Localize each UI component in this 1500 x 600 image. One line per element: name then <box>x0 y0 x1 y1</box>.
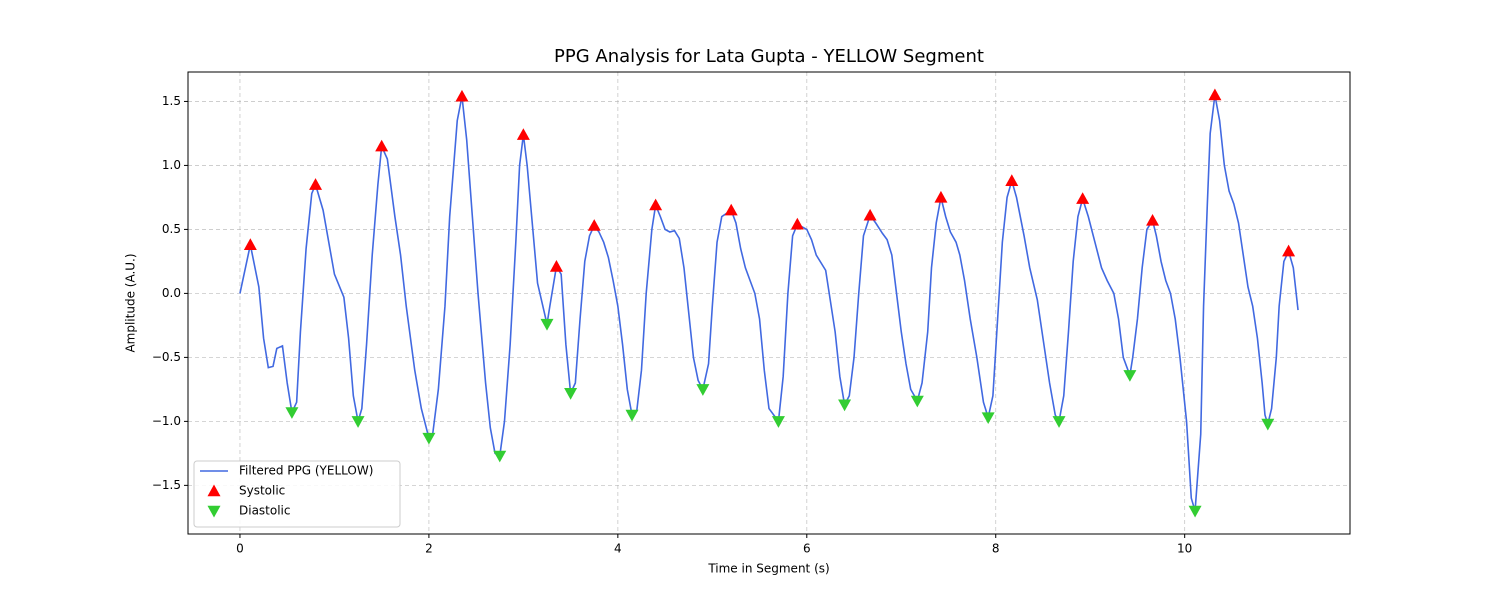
legend-label: Diastolic <box>239 504 291 518</box>
y-tick-label: 1.0 <box>162 158 181 172</box>
diastolic-marker <box>910 395 924 408</box>
y-tick-label: 0.5 <box>162 222 181 236</box>
diastolic-marker <box>838 399 852 412</box>
y-tick-label: −1.0 <box>152 414 181 428</box>
systolic-marker <box>1005 174 1019 186</box>
systolic-marker <box>1076 192 1090 204</box>
plot-frame <box>187 71 1351 535</box>
diastolic-marker <box>1123 370 1137 382</box>
y-tick-label: −1.5 <box>152 478 181 492</box>
legend-swatch <box>207 484 221 497</box>
systolic-marker <box>649 198 663 211</box>
y-tick-label: 1.5 <box>162 94 181 108</box>
systolic-marker <box>790 217 804 230</box>
y-axis-label: Amplitude (A.U.) <box>124 253 138 352</box>
diastolic-marker <box>422 432 436 445</box>
diastolic-marker <box>1188 505 1202 518</box>
legend-swatch <box>207 505 221 518</box>
diastolic-marker <box>696 384 710 396</box>
x-axis-label: Time in Segment (s) <box>707 562 829 576</box>
systolic-marker <box>1282 244 1296 257</box>
diastolic-marker <box>625 409 639 422</box>
systolic-marker <box>549 260 563 272</box>
systolic-marker <box>243 238 257 250</box>
x-tick-label: 8 <box>992 542 1000 556</box>
x-tick-label: 4 <box>614 542 622 556</box>
diastolic-marker <box>351 416 365 428</box>
systolic-marker <box>375 139 389 152</box>
x-tick-label: 10 <box>1177 542 1192 556</box>
diastolic-marker <box>493 450 507 463</box>
x-tick-label: 0 <box>236 542 244 556</box>
systolic-marker <box>1208 88 1222 101</box>
x-tick-label: 6 <box>803 542 811 556</box>
systolic-marker <box>1146 213 1160 226</box>
diastolic-marker <box>285 407 299 419</box>
y-tick-label: −0.5 <box>152 350 181 364</box>
legend: Filtered PPG (YELLOW) Systolic Diastolic <box>193 460 401 528</box>
systolic-marker <box>455 89 469 102</box>
diastolic-marker <box>1052 416 1066 428</box>
legend-box <box>193 460 401 528</box>
y-tick-label: 0.0 <box>162 286 181 300</box>
systolic-marker <box>863 208 877 221</box>
systolic-marker <box>587 219 601 231</box>
diastolic-marker <box>981 412 995 425</box>
diastolic-marker <box>540 318 554 331</box>
systolic-marker <box>934 190 948 203</box>
systolic-marker <box>309 178 323 190</box>
chart-title: PPG Analysis for Lata Gupta - YELLOW Seg… <box>554 46 984 67</box>
diastolic-marker <box>771 416 785 428</box>
x-tick-label: 2 <box>425 542 433 556</box>
ppg-line <box>239 94 1299 512</box>
legend-label: Systolic <box>239 484 285 498</box>
systolic-marker <box>724 203 738 216</box>
systolic-marker <box>516 128 530 140</box>
legend-label: Filtered PPG (YELLOW) <box>239 464 373 478</box>
diastolic-marker <box>1261 418 1275 431</box>
diastolic-marker <box>564 388 578 400</box>
